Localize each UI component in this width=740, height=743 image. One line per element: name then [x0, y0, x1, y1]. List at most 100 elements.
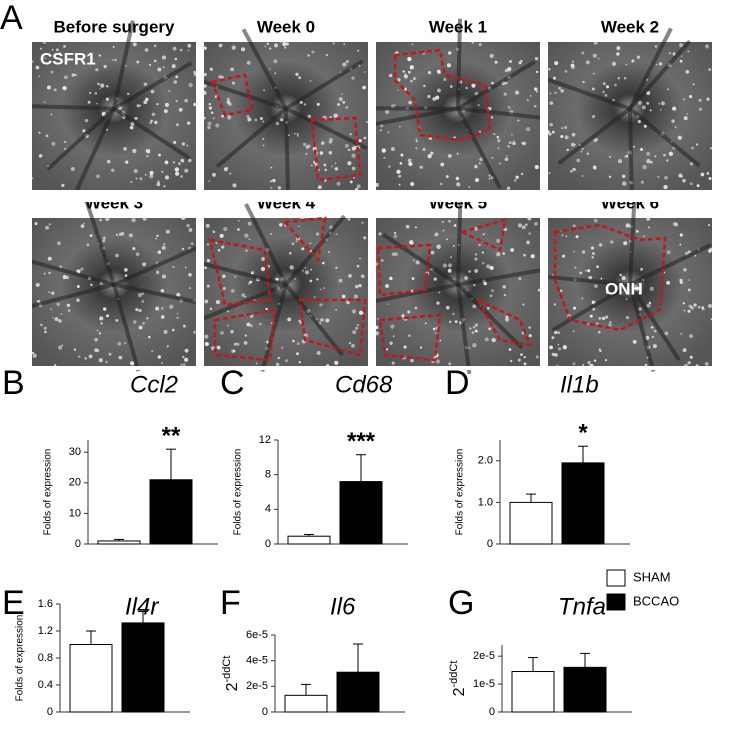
texture: [155, 237, 158, 240]
texture: [58, 319, 62, 323]
texture: [468, 347, 471, 349]
texture: [491, 337, 496, 343]
texture: [658, 102, 661, 105]
texture: [67, 309, 71, 312]
y-tick-label: 0.8: [38, 652, 53, 664]
texture: [409, 240, 414, 245]
vessel: [628, 107, 701, 168]
texture: [571, 60, 575, 63]
texture: [570, 170, 573, 173]
texture: [474, 253, 478, 256]
texture: [204, 266, 207, 270]
texture: [693, 303, 697, 307]
chart-title: Il6: [330, 593, 356, 620]
texture: [419, 165, 423, 169]
panel-letter: F: [220, 584, 241, 622]
texture: [581, 250, 586, 254]
texture: [638, 292, 641, 294]
texture: [319, 303, 323, 307]
texture: [162, 66, 165, 69]
texture: [625, 63, 628, 66]
texture: [269, 47, 272, 50]
texture: [237, 219, 240, 222]
texture: [488, 327, 492, 331]
texture: [319, 151, 324, 155]
texture: [496, 135, 500, 139]
y-tick-label: 0: [262, 706, 268, 718]
texture: [123, 147, 127, 151]
texture: [156, 182, 161, 187]
texture: [560, 289, 563, 292]
texture: [230, 329, 234, 334]
gutter: [0, 0, 32, 743]
texture: [482, 233, 485, 236]
texture: [593, 166, 597, 170]
texture: [241, 293, 246, 297]
texture: [596, 322, 599, 325]
texture: [598, 317, 602, 320]
texture: [96, 329, 99, 332]
texture: [305, 270, 309, 275]
texture: [295, 72, 299, 76]
vessel: [457, 106, 548, 121]
texture: [696, 184, 700, 188]
texture: [231, 349, 235, 354]
texture: [474, 164, 478, 169]
texture: [411, 43, 414, 46]
chart-title: Il1b: [560, 371, 599, 398]
texture: [521, 141, 525, 145]
texture: [279, 41, 282, 44]
texture: [179, 48, 183, 52]
texture: [132, 148, 137, 154]
texture: [51, 141, 56, 146]
texture: [497, 147, 500, 150]
texture: [315, 232, 320, 236]
texture: [310, 268, 313, 271]
texture: [679, 43, 684, 48]
texture: [622, 181, 627, 186]
y-tick-label: 8: [265, 469, 271, 481]
texture: [602, 82, 606, 86]
texture: [405, 224, 410, 229]
texture: [443, 78, 447, 82]
texture: [349, 133, 352, 136]
texture: [474, 329, 478, 333]
texture: [161, 307, 164, 310]
texture: [128, 233, 133, 238]
texture: [309, 80, 312, 82]
texture: [478, 243, 481, 247]
texture: [203, 84, 207, 88]
texture: [100, 83, 105, 88]
lesion-outline: [213, 308, 277, 362]
texture: [247, 221, 252, 226]
vessel: [628, 194, 637, 285]
texture: [338, 97, 343, 102]
texture: [664, 176, 668, 180]
vessel: [382, 232, 460, 287]
texture: [273, 59, 278, 64]
texture: [548, 172, 551, 175]
texture: [423, 84, 426, 88]
texture: [682, 302, 685, 305]
texture: [403, 345, 407, 349]
vessel: [215, 107, 288, 169]
texture: [619, 273, 622, 277]
texture: [427, 94, 431, 99]
texture: [581, 147, 584, 151]
texture: [441, 220, 444, 224]
texture: [178, 107, 183, 112]
texture: [246, 61, 251, 65]
texture: [698, 98, 702, 103]
texture: [349, 149, 351, 151]
vessel: [113, 246, 198, 287]
texture: [679, 278, 683, 282]
bar: [69, 644, 113, 713]
texture: [591, 256, 594, 259]
texture: [105, 216, 110, 222]
texture: [521, 225, 526, 230]
texture: [552, 76, 557, 80]
texture: [260, 266, 266, 272]
texture: [435, 95, 440, 100]
texture: [343, 43, 346, 45]
lesion-outline: [376, 243, 432, 297]
